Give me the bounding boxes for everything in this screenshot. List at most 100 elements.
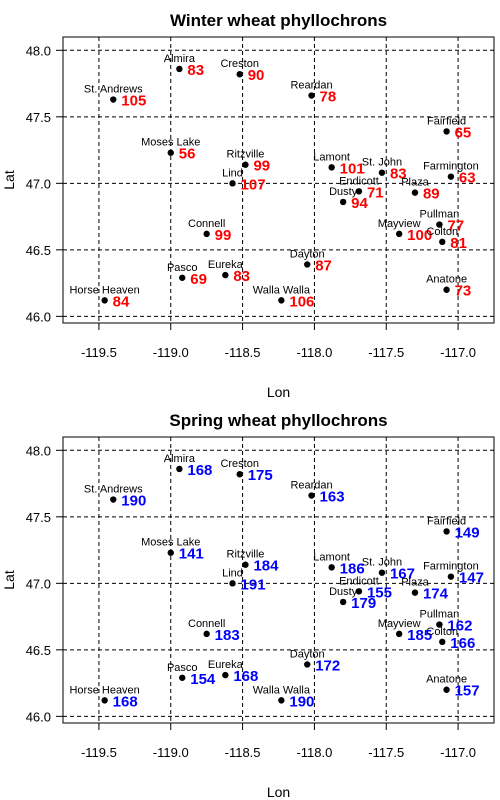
station-point-almira [176, 65, 183, 73]
x-tick-label: -118.5 [225, 345, 261, 360]
station-value-st-john: 83 [390, 166, 407, 183]
station-name-colton: Colton [426, 626, 458, 638]
station-value-dayton: 172 [315, 657, 340, 674]
station-name-horse-heaven: Horse Heaven [69, 284, 139, 296]
station-value-lind: 107 [241, 176, 266, 193]
station-point-walla-walla [278, 697, 285, 704]
station-name-endicott: Endicott [339, 175, 379, 187]
station-value-connell: 183 [215, 627, 240, 644]
x-tick-label: -119.5 [81, 745, 117, 760]
station-value-pasco: 154 [190, 671, 216, 688]
station-point-endicott [355, 588, 363, 595]
station-value-farmington: 63 [459, 170, 476, 187]
station-name-connell: Connell [188, 218, 225, 230]
chart-title: Winter wheat phyllochrons [170, 11, 387, 30]
station-point-lamont [328, 564, 335, 571]
station-point-colton [439, 638, 446, 646]
station-point-eureka [222, 671, 229, 679]
station-point-pullman [436, 221, 443, 228]
station-name-farmington: Farmington [423, 561, 479, 573]
station-value-dusty: 179 [351, 595, 376, 612]
station-point-dusty [339, 198, 347, 206]
station-point-lamont [328, 164, 335, 171]
station-point-walla-walla [278, 297, 285, 304]
station-name-moses-lake: Moses Lake [141, 537, 200, 549]
station-value-endicott: 71 [367, 184, 384, 201]
station-point-plaza [411, 189, 419, 196]
station-name-creston: Creston [220, 58, 259, 70]
x-tick-label: -117.5 [368, 745, 404, 760]
station-name-connell: Connell [188, 618, 225, 630]
station-point-dayton [304, 261, 311, 268]
y-tick-label: 46.0 [26, 709, 51, 724]
station-value-lamont: 186 [340, 560, 365, 577]
station-value-pasco: 69 [190, 271, 207, 288]
station-value-pullman: 162 [447, 618, 472, 635]
station-name-eureka: Eureka [208, 659, 244, 671]
station-name-st-andrews: St. Andrews [84, 84, 143, 96]
station-point-pullman [436, 621, 443, 628]
station-point-farmington [447, 173, 455, 180]
station-point-st-andrews [110, 496, 117, 503]
station-value-reardan: 78 [320, 89, 337, 106]
station-value-walla-walla: 190 [289, 693, 314, 710]
y-axis-label: Lat [1, 170, 17, 190]
station-point-moses-lake [167, 149, 174, 156]
station-name-dayton: Dayton [290, 648, 325, 660]
station-name-fairfield: Fairfield [427, 515, 466, 527]
station-name-anatone: Anatone [426, 674, 467, 686]
station-name-lamont: Lamont [313, 151, 350, 163]
station-point-dayton [304, 661, 311, 668]
station-point-st-john [378, 569, 386, 576]
station-point-plaza [411, 589, 419, 596]
station-point-fairfield [443, 528, 450, 535]
station-value-dusty: 94 [351, 195, 368, 212]
station-value-moses-lake: 141 [179, 546, 204, 563]
station-value-st-andrews: 105 [121, 93, 146, 110]
plot-frame [62, 36, 495, 324]
station-point-anatone [443, 286, 450, 293]
station-value-creston: 90 [248, 67, 265, 84]
station-name-lind: Lind [222, 567, 243, 579]
station-point-horse-heaven [101, 697, 108, 704]
y-axis-label: Lat [1, 570, 17, 590]
y-tick-label: 47.5 [26, 110, 51, 125]
station-point-connell [203, 230, 210, 238]
plot-frame [62, 436, 495, 724]
station-name-pullman: Pullman [420, 209, 460, 221]
y-tick-label: 46.5 [26, 243, 51, 258]
station-name-ritzville: Ritzville [227, 549, 265, 561]
station-value-almira: 168 [187, 462, 212, 479]
station-point-connell [203, 630, 210, 638]
y-tick-label: 48.0 [26, 43, 51, 58]
station-value-colton: 81 [450, 235, 467, 252]
station-name-plaza: Plaza [401, 177, 429, 189]
station-value-st-andrews: 190 [121, 493, 146, 510]
x-tick-label: -118.0 [296, 745, 332, 760]
station-value-anatone: 157 [455, 683, 480, 700]
x-tick-label: -117.5 [368, 345, 404, 360]
chart-title: Spring wheat phyllochrons [169, 411, 387, 430]
station-value-ritzville: 184 [253, 558, 279, 575]
station-point-mayview [395, 230, 403, 238]
y-tick-label: 48.0 [26, 443, 51, 458]
station-point-creston [236, 71, 243, 78]
y-tick-label: 47.0 [26, 176, 51, 191]
station-name-st-john: St. John [362, 157, 402, 169]
y-tick-label: 47.0 [26, 576, 51, 591]
station-point-pasco [179, 674, 186, 681]
station-value-eureka: 83 [233, 268, 250, 285]
station-point-lind [229, 180, 236, 187]
station-name-mayview: Mayview [378, 618, 421, 630]
station-value-lamont: 101 [340, 160, 365, 177]
station-name-reardan: Reardan [290, 80, 332, 92]
station-point-st-john [378, 169, 386, 176]
station-point-reardan [308, 92, 315, 99]
station-value-dayton: 87 [315, 257, 332, 274]
station-name-moses-lake: Moses Lake [141, 137, 200, 149]
x-axis-label: Lon [267, 784, 290, 800]
station-name-eureka: Eureka [208, 259, 244, 271]
station-name-ritzville: Ritzville [227, 149, 265, 161]
station-point-anatone [443, 686, 450, 693]
station-point-pasco [179, 274, 186, 281]
